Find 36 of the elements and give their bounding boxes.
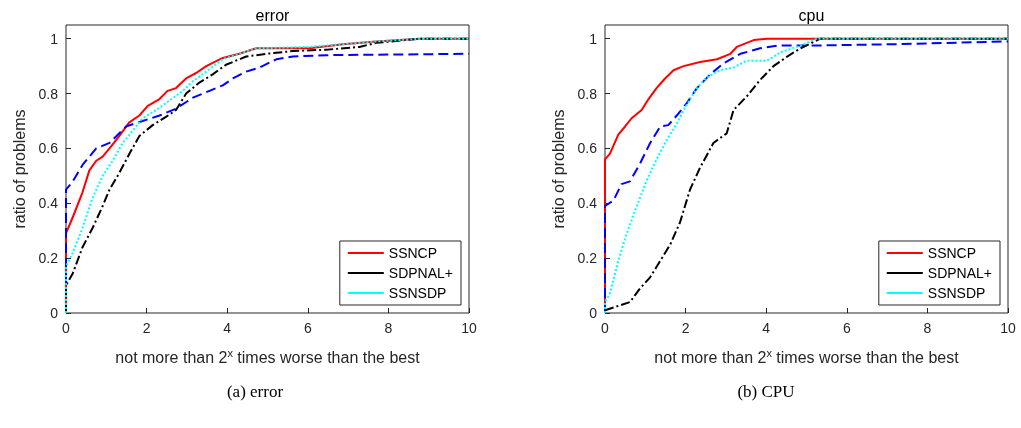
y-tick-label: 0.2	[38, 250, 59, 267]
text: (a) error	[226, 382, 284, 401]
legend-label: SDPNAL+	[388, 265, 454, 281]
x-tick-label: 4	[223, 320, 232, 336]
y-tick-label: 0.8	[577, 85, 598, 102]
legend-label: SSNSDP	[388, 285, 447, 301]
y-tick-label: 0.4	[577, 195, 598, 212]
legend-label: SSNSDP	[927, 285, 986, 301]
x-tick-label: 2	[681, 320, 690, 336]
y-tick-label: 1	[589, 30, 598, 47]
legend-label: SSNCP	[927, 245, 977, 261]
x-tick-label: 2	[142, 320, 151, 336]
y-tick-label: 1	[50, 30, 59, 47]
legend-label: SSNCP	[388, 245, 438, 261]
x-tick-label: 10	[461, 320, 477, 336]
y-tick-label: 0.4	[38, 195, 59, 212]
y-tick-label: 0.8	[38, 85, 59, 102]
chart-title: cpu	[798, 6, 825, 24]
x-tick-label: 10	[1000, 320, 1016, 336]
x-tick-label: 8	[384, 320, 393, 336]
chart-title: error	[255, 6, 291, 24]
x-tick-label: 6	[842, 320, 851, 336]
y-tick-label: 0	[50, 305, 59, 321]
y-tick-label: 0.6	[577, 140, 598, 157]
x-tick-label: 8	[923, 320, 932, 336]
text: (b) CPU	[737, 382, 795, 401]
y-tick-label: 0.2	[577, 250, 598, 267]
x-tick-label: 0	[601, 320, 610, 336]
x-tick-label: 6	[303, 320, 312, 336]
x-tick-label: 0	[62, 320, 71, 336]
y-axis-title: ratio of problems	[11, 109, 29, 229]
x-tick-label: 4	[762, 320, 771, 336]
y-tick-label: 0.6	[38, 140, 59, 157]
y-axis-title: ratio of problems	[550, 109, 568, 229]
y-tick-label: 0	[589, 305, 598, 321]
legend-label: SDPNAL+	[927, 265, 993, 281]
